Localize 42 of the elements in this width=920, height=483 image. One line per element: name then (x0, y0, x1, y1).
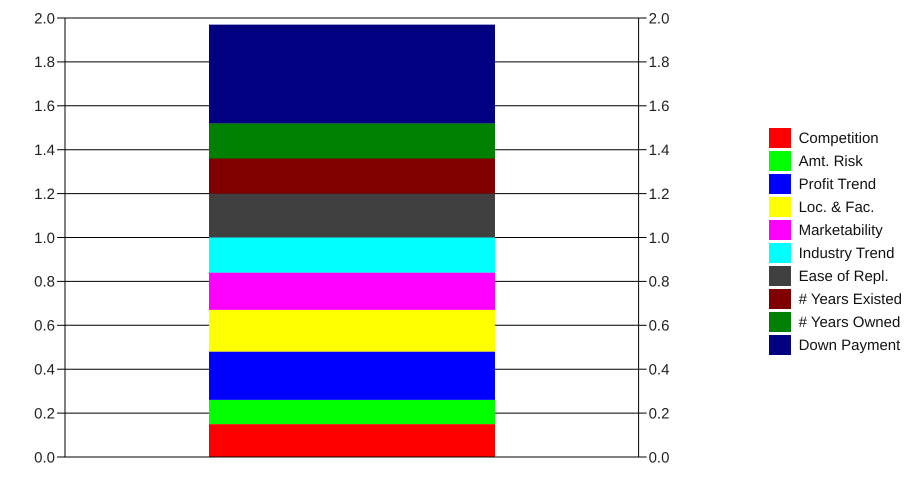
legend-label: Industry Trend (798, 244, 894, 264)
bar (209, 123, 495, 158)
bar (209, 400, 495, 424)
y2-tick-label: 2.0 (648, 10, 670, 28)
legend-label: Profit Trend (798, 174, 876, 194)
legend-label: Down Payment (798, 336, 900, 356)
y2-tick-label: 1.4 (648, 142, 670, 160)
y-tick-label: 0.0 (34, 449, 55, 466)
bar (209, 424, 495, 457)
legend-label: Loc. & Fac. (798, 198, 874, 218)
y-tick-label: 0.2 (34, 405, 55, 422)
y2-tick-label: 0.2 (648, 405, 670, 422)
y2-tick-label: 0.6 (648, 318, 670, 335)
bar (209, 158, 495, 194)
y-tick-label: 1.0 (34, 230, 55, 247)
bar (209, 352, 495, 400)
y2-tick-label: 0.4 (648, 362, 670, 379)
y-tick-label: 1.6 (34, 98, 55, 116)
legend-label: # Years Owned (798, 312, 900, 332)
legend-label: Ease of Repl. (798, 266, 889, 286)
y2-tick-label: 1.0 (648, 230, 670, 247)
y2-tick-label: 1.2 (648, 186, 670, 203)
bar (209, 310, 495, 352)
bar (209, 24, 495, 124)
bar (209, 194, 495, 238)
legend-label: # Years Existed (798, 290, 902, 310)
legend-label: Competition (798, 128, 879, 148)
y-tick-label: 0.8 (34, 274, 55, 291)
y2-tick-label: 0.8 (648, 274, 670, 291)
y-tick-label: 1.2 (34, 186, 55, 203)
y2-tick-label: 1.6 (648, 98, 670, 116)
bar (209, 238, 495, 273)
y2-tick-label: 1.8 (648, 54, 670, 72)
y-tick-label: 1.4 (34, 142, 55, 160)
legend-label: Amt. Risk (798, 152, 863, 172)
y-tick-label: 2.0 (34, 10, 55, 28)
y2-tick-label: 0.0 (648, 449, 670, 466)
y-tick-label: 0.4 (34, 362, 55, 379)
bar (209, 272, 495, 310)
legend-label: Marketability (798, 220, 883, 240)
y-tick-label: 1.8 (34, 54, 55, 72)
y-tick-label: 0.6 (34, 318, 55, 335)
